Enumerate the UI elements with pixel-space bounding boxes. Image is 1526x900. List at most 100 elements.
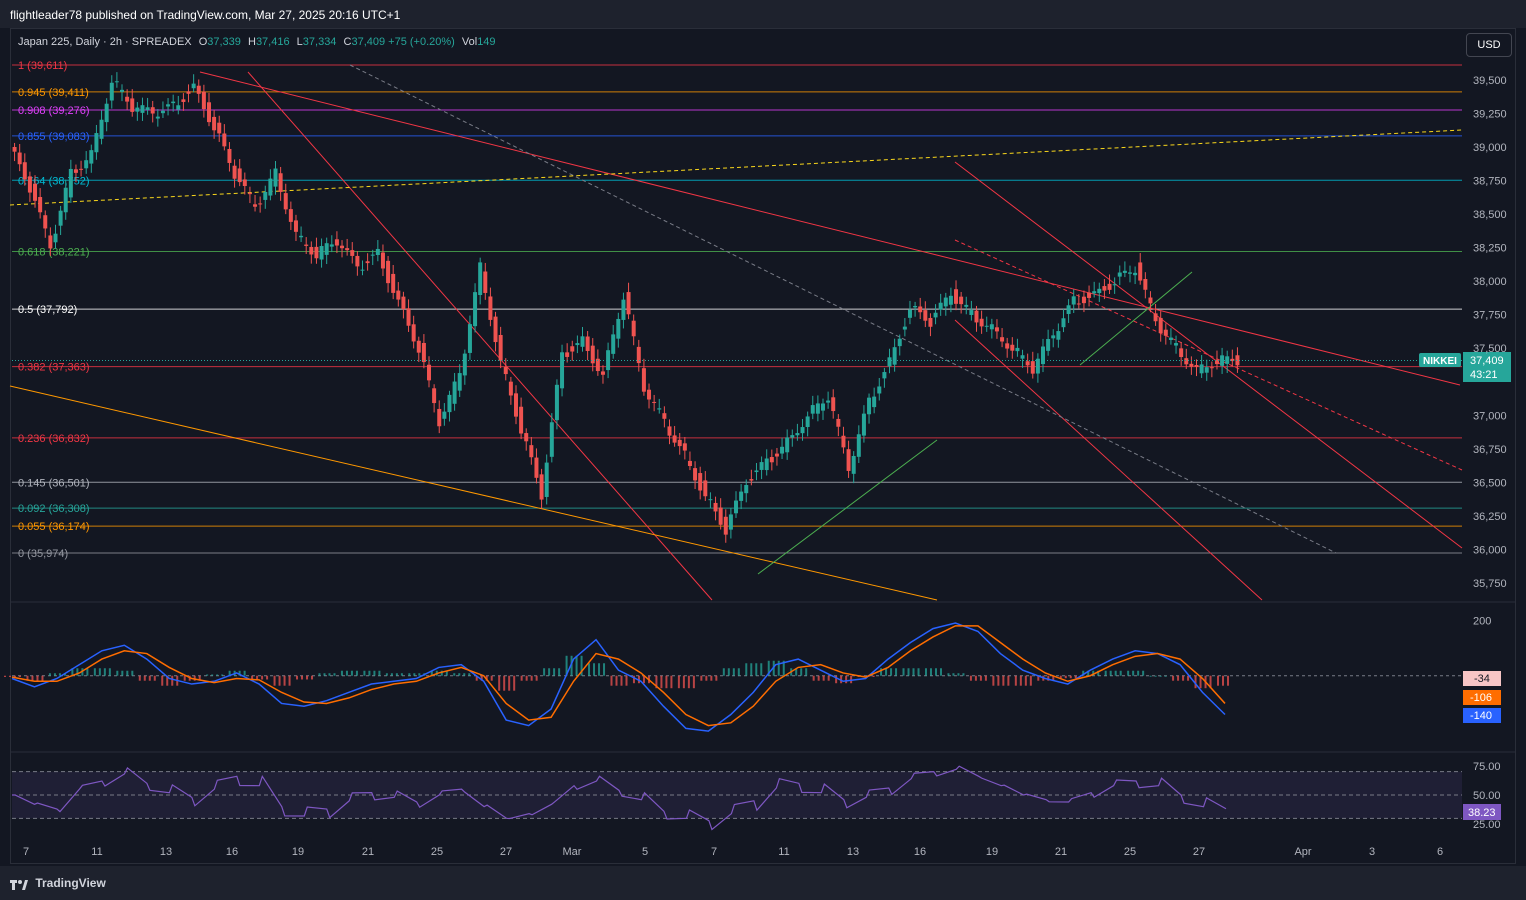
price-candle bbox=[350, 250, 355, 256]
price-candle bbox=[959, 296, 964, 305]
macd-histogram-bar bbox=[992, 675, 995, 686]
macd-histogram-bar bbox=[513, 675, 516, 691]
time-axis-tick: 27 bbox=[500, 846, 512, 858]
price-candle bbox=[570, 346, 575, 352]
price-candle bbox=[606, 350, 611, 371]
macd-histogram-bar bbox=[924, 668, 927, 676]
price-candle bbox=[1015, 347, 1020, 352]
macd-histogram-bar bbox=[58, 673, 61, 676]
price-candle bbox=[1005, 343, 1010, 349]
macd-histogram-bar bbox=[116, 670, 119, 676]
price-candle bbox=[166, 104, 171, 107]
price-candle bbox=[698, 473, 703, 491]
macd-histogram-bar bbox=[817, 675, 820, 681]
macd-histogram-bar bbox=[206, 674, 209, 676]
macd-histogram-bar bbox=[850, 675, 853, 684]
time-axis-tick: 27 bbox=[1193, 846, 1205, 858]
price-candle bbox=[734, 500, 739, 514]
price-candle bbox=[79, 168, 84, 170]
symbol-title[interactable]: Japan 225, Daily · 2h · SPREADEX bbox=[18, 36, 192, 48]
macd-histogram-bar bbox=[625, 675, 628, 686]
price-candle bbox=[299, 235, 304, 238]
price-candle bbox=[135, 107, 140, 112]
price-candle bbox=[217, 122, 222, 134]
macd-histogram-bar bbox=[670, 675, 673, 689]
time-axis-tick: 13 bbox=[847, 846, 859, 858]
macd-histogram-bar bbox=[468, 673, 471, 676]
price-candle bbox=[1143, 278, 1148, 290]
price-candle bbox=[1153, 313, 1158, 322]
price-candle bbox=[723, 516, 728, 535]
price-candle bbox=[365, 261, 370, 264]
macd-histogram-bar bbox=[795, 668, 798, 676]
price-candle bbox=[442, 411, 447, 419]
macd-histogram-bar bbox=[166, 675, 169, 686]
symbol-legend[interactable]: Japan 225, Daily · 2h · SPREADEX O37,339… bbox=[18, 36, 496, 48]
macd-histogram-bar bbox=[580, 655, 583, 676]
price-candle bbox=[677, 439, 682, 447]
macd-histogram-bar bbox=[418, 673, 421, 676]
price-candle bbox=[125, 96, 130, 102]
chart-panel[interactable] bbox=[10, 28, 1516, 864]
price-candle bbox=[380, 252, 385, 269]
macd-histogram-bar bbox=[610, 675, 613, 686]
macd-histogram-bar bbox=[939, 668, 942, 676]
price-candle bbox=[728, 514, 733, 530]
price-candle bbox=[478, 262, 483, 296]
macd-histogram-bar bbox=[1137, 670, 1140, 676]
macd-histogram-bar bbox=[19, 675, 21, 677]
macd-histogram-bar bbox=[508, 675, 511, 691]
price-candle bbox=[820, 403, 825, 411]
price-candle bbox=[89, 150, 94, 164]
price-axis-tick: 37,000 bbox=[1473, 410, 1507, 422]
price-candle bbox=[503, 367, 508, 375]
price-candle bbox=[201, 91, 206, 110]
fib-level-label: 0.908 (39,276) bbox=[18, 105, 90, 117]
currency-button[interactable]: USD bbox=[1466, 33, 1512, 57]
macd-histogram-bar bbox=[41, 675, 44, 681]
macd-histogram-bar bbox=[1127, 670, 1130, 676]
price-candle bbox=[268, 178, 273, 196]
tradingview-logo-icon bbox=[10, 879, 28, 890]
price-candle bbox=[856, 434, 861, 457]
high-label: H bbox=[247, 36, 256, 48]
macd-histogram-bar bbox=[1187, 675, 1190, 681]
chart-svg[interactable]: 1 (39,611) 0.945 (39,411) 0.908 (39,276) 0.… bbox=[0, 0, 1526, 866]
fib-level-label: 0.618 (38,221) bbox=[18, 247, 90, 259]
macd-histogram-bar bbox=[917, 668, 920, 676]
price-candle bbox=[785, 437, 790, 453]
macd-histogram-bar bbox=[53, 673, 56, 676]
macd-histogram-bar bbox=[1029, 675, 1032, 686]
price-candle bbox=[467, 324, 472, 353]
price-candle bbox=[1214, 359, 1219, 365]
macd-histogram-bar bbox=[1149, 675, 1152, 677]
macd-histogram-bar bbox=[143, 675, 146, 681]
price-candle bbox=[406, 308, 411, 326]
macd-histogram-bar bbox=[934, 668, 937, 676]
macd-histogram-bar bbox=[1002, 675, 1005, 686]
macd-histogram-bar bbox=[525, 675, 528, 681]
price-axis-tick: 36,500 bbox=[1473, 477, 1507, 489]
price-candle bbox=[1102, 286, 1107, 291]
price-axis-tick: 37,750 bbox=[1473, 310, 1507, 322]
price-candle bbox=[739, 491, 744, 501]
tradingview-brand[interactable]: TradingView bbox=[10, 876, 106, 890]
price-candle bbox=[411, 324, 416, 342]
price-candle bbox=[457, 373, 462, 391]
price-candle bbox=[529, 445, 534, 458]
price-candle bbox=[800, 427, 805, 434]
macd-histogram-bar bbox=[907, 668, 910, 676]
price-candle bbox=[181, 99, 186, 102]
price-candle bbox=[1148, 297, 1153, 304]
fib-level-label: 0.055 (36,174) bbox=[18, 521, 90, 533]
price-candle bbox=[84, 160, 89, 169]
price-candle bbox=[1174, 343, 1179, 346]
price-candle bbox=[222, 133, 227, 147]
rsi-value-bg bbox=[1463, 804, 1501, 820]
price-axis-tick: 36,250 bbox=[1473, 511, 1507, 523]
publisher-info: flightleader78 published on TradingView.… bbox=[10, 8, 401, 22]
price-candle bbox=[1163, 329, 1168, 336]
price-candle bbox=[493, 316, 498, 343]
time-axis-tick: 3 bbox=[1369, 846, 1375, 858]
price-candle bbox=[943, 297, 948, 307]
